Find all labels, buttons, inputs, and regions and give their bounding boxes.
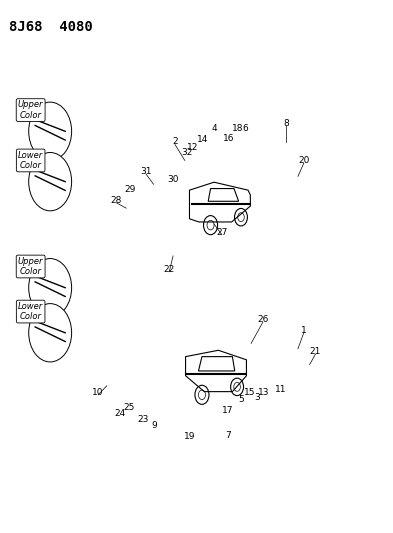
Text: 19: 19 bbox=[184, 432, 195, 441]
Text: 7: 7 bbox=[225, 431, 231, 440]
Text: 2: 2 bbox=[172, 138, 178, 147]
Text: Upper
Color: Upper Color bbox=[18, 257, 43, 276]
Text: 23: 23 bbox=[137, 415, 148, 424]
Text: 27: 27 bbox=[216, 228, 228, 237]
Text: 5: 5 bbox=[239, 394, 244, 403]
Text: 20: 20 bbox=[298, 156, 310, 165]
Text: 25: 25 bbox=[124, 402, 135, 411]
Text: 3: 3 bbox=[254, 393, 260, 402]
Text: 32: 32 bbox=[181, 148, 193, 157]
Text: 15: 15 bbox=[244, 388, 255, 397]
Text: 9: 9 bbox=[151, 421, 157, 430]
Text: 16: 16 bbox=[223, 134, 234, 143]
Text: 10: 10 bbox=[92, 388, 104, 397]
Text: 17: 17 bbox=[222, 406, 233, 415]
Text: 8: 8 bbox=[283, 119, 289, 128]
Text: Upper
Color: Upper Color bbox=[18, 100, 43, 120]
Text: 8J68  4080: 8J68 4080 bbox=[9, 20, 93, 34]
Text: 24: 24 bbox=[115, 409, 126, 418]
Text: 14: 14 bbox=[196, 135, 208, 144]
Text: 21: 21 bbox=[310, 347, 321, 356]
Text: 6: 6 bbox=[242, 124, 248, 133]
Circle shape bbox=[29, 304, 72, 362]
Text: 29: 29 bbox=[125, 185, 136, 194]
Text: 30: 30 bbox=[167, 174, 179, 183]
Text: 18: 18 bbox=[232, 124, 243, 133]
Text: Lower
Color: Lower Color bbox=[18, 151, 43, 170]
Text: 22: 22 bbox=[163, 265, 175, 273]
Text: Lower
Color: Lower Color bbox=[18, 302, 43, 321]
Text: 26: 26 bbox=[257, 315, 268, 324]
Text: 12: 12 bbox=[187, 143, 198, 152]
Text: 28: 28 bbox=[111, 196, 122, 205]
Circle shape bbox=[29, 152, 72, 211]
Circle shape bbox=[29, 102, 72, 160]
Circle shape bbox=[29, 259, 72, 317]
Text: 4: 4 bbox=[211, 124, 217, 133]
Text: 31: 31 bbox=[140, 166, 152, 175]
Text: 13: 13 bbox=[258, 388, 269, 397]
Text: 11: 11 bbox=[275, 385, 286, 394]
Text: 1: 1 bbox=[301, 326, 307, 335]
